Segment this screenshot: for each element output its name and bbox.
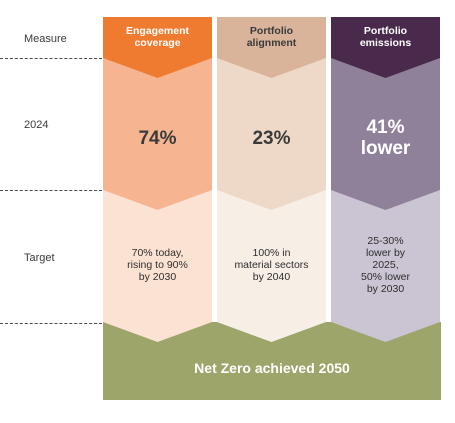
portfolio-emissions-target: 25-30% lower by 2025, 50% lower by 2030 [360, 235, 411, 295]
emissions-value-chevron [331, 58, 440, 210]
engagement-heading-chevron [103, 17, 212, 78]
portfolio-emissions-heading: Portfolio emissions [331, 25, 440, 49]
engagement-value-chevron [103, 58, 212, 210]
heading-line: Portfolio alignment [246, 25, 297, 49]
portfolio-alignment-heading: Portfolio alignment [217, 25, 326, 49]
engagement-coverage-value: 74% [138, 127, 177, 149]
row-label-measure: Measure [24, 33, 67, 45]
portfolio-alignment-value: 23% [252, 127, 291, 149]
emissions-heading-chevron [331, 17, 440, 78]
divider [0, 190, 102, 191]
alignment-value-chevron [217, 58, 326, 210]
alignment-heading-chevron [217, 17, 326, 78]
alignment-target-chevron [217, 190, 326, 342]
row-label-year: 2024 [24, 119, 49, 131]
engagement-coverage-target: 70% today, rising to 90% by 2030 [127, 247, 188, 283]
emissions-target-chevron [331, 190, 440, 342]
heading-line: Portfolio emissions [359, 25, 412, 49]
engagement-target-chevron [103, 190, 212, 342]
engagement-coverage-heading: Engagement coverage [103, 25, 212, 49]
heading-line: Engagement coverage [125, 25, 189, 49]
row-label-target: Target [24, 252, 55, 264]
portfolio-emissions-value: 41% lower [360, 117, 411, 159]
portfolio-alignment-target: 100% in material sectors by 2040 [234, 247, 309, 283]
divider [0, 58, 102, 59]
divider [0, 323, 102, 324]
net-zero-footer-text: Net Zero achieved 2050 [194, 360, 350, 376]
